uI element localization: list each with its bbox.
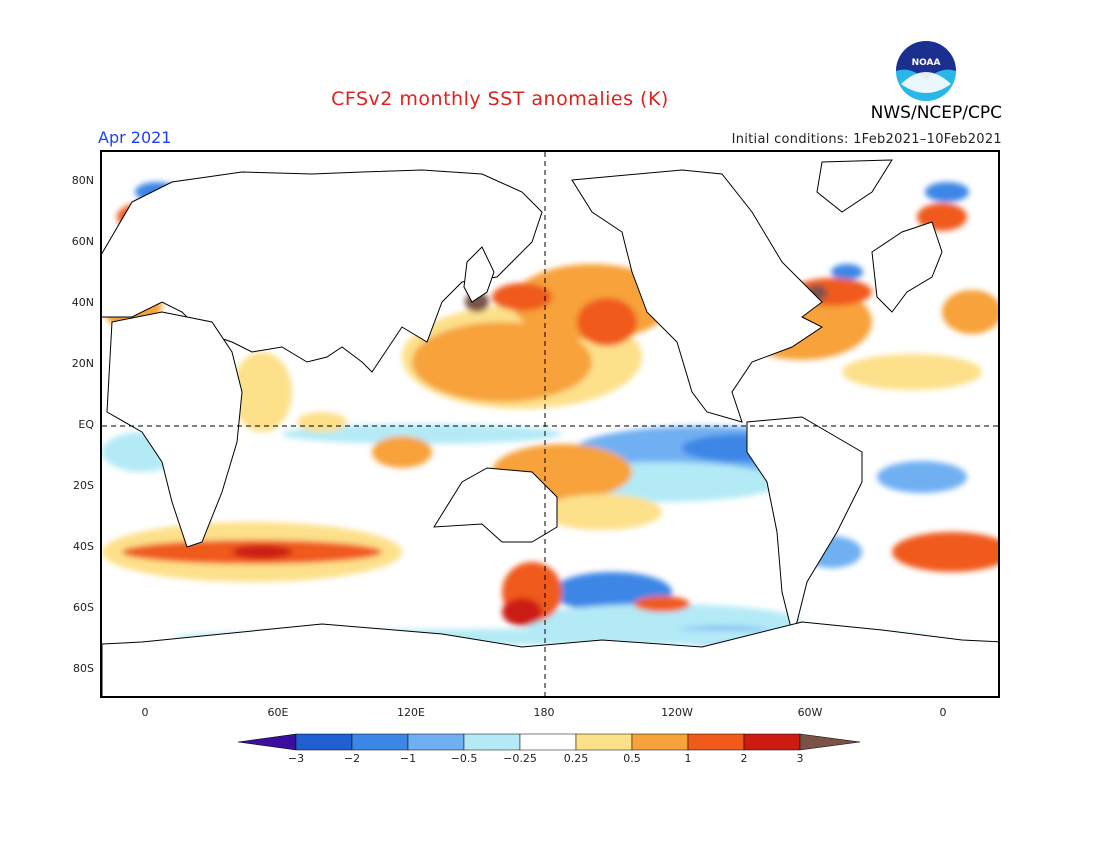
colorbar-label: 0.5	[623, 752, 641, 765]
colorbar-swatch	[687, 733, 745, 751]
x-tick-label: 0	[141, 706, 149, 719]
colorbar-label: 3	[796, 752, 804, 765]
initial-conditions: Initial conditions: 1Feb2021–10Feb2021	[731, 132, 1002, 147]
noaa-logo-text: NOAA	[912, 58, 941, 68]
y-tick-label: 60S	[73, 601, 94, 614]
x-tick-label: 60E	[267, 706, 289, 719]
x-tick-label: 120W	[661, 706, 693, 719]
y-tick-label: 60N	[71, 235, 94, 248]
noaa-logo: NOAA	[895, 40, 957, 106]
colorbar-swatch	[743, 733, 801, 751]
continents	[102, 159, 998, 696]
colorbar-swatch	[295, 733, 353, 751]
colorbar-label: −2	[343, 752, 361, 765]
colorbar-swatch	[351, 733, 409, 751]
colorbar-label: −3	[287, 752, 305, 765]
y-tick-label: 80S	[73, 662, 94, 675]
x-tick-label: 60W	[797, 706, 823, 719]
colorbar-swatch	[631, 733, 689, 751]
y-tick-label: 20S	[73, 479, 94, 492]
y-tick-label: 40N	[71, 296, 94, 309]
colorbar-swatch	[799, 733, 861, 751]
y-tick-label: EQ	[78, 418, 94, 431]
colorbar-swatch	[237, 733, 297, 751]
colorbar-label: 1	[684, 752, 692, 765]
y-tick-label: 20N	[71, 357, 94, 370]
colorbar-swatch	[575, 733, 633, 751]
colorbar	[237, 733, 863, 755]
x-tick-label: 180	[533, 706, 555, 719]
sst-anomaly-map	[100, 150, 1000, 698]
colorbar-label: −1	[399, 752, 417, 765]
page-title: CFSv2 monthly SST anomalies (K)	[331, 88, 669, 110]
colorbar-label: −0.5	[450, 752, 478, 765]
y-tick-label: 40S	[73, 540, 94, 553]
y-tick-label: 80N	[71, 174, 94, 187]
agency-label: NWS/NCEP/CPC	[870, 103, 1002, 123]
x-tick-label: 0	[939, 706, 947, 719]
colorbar-label: 2	[740, 752, 748, 765]
forecast-month: Apr 2021	[98, 128, 172, 147]
x-tick-label: 120E	[397, 706, 425, 719]
colorbar-swatch	[463, 733, 521, 751]
colorbar-swatch	[407, 733, 465, 751]
colorbar-label: 0.25	[563, 752, 589, 765]
colorbar-label: −0.25	[503, 752, 537, 765]
colorbar-swatch	[519, 733, 577, 751]
